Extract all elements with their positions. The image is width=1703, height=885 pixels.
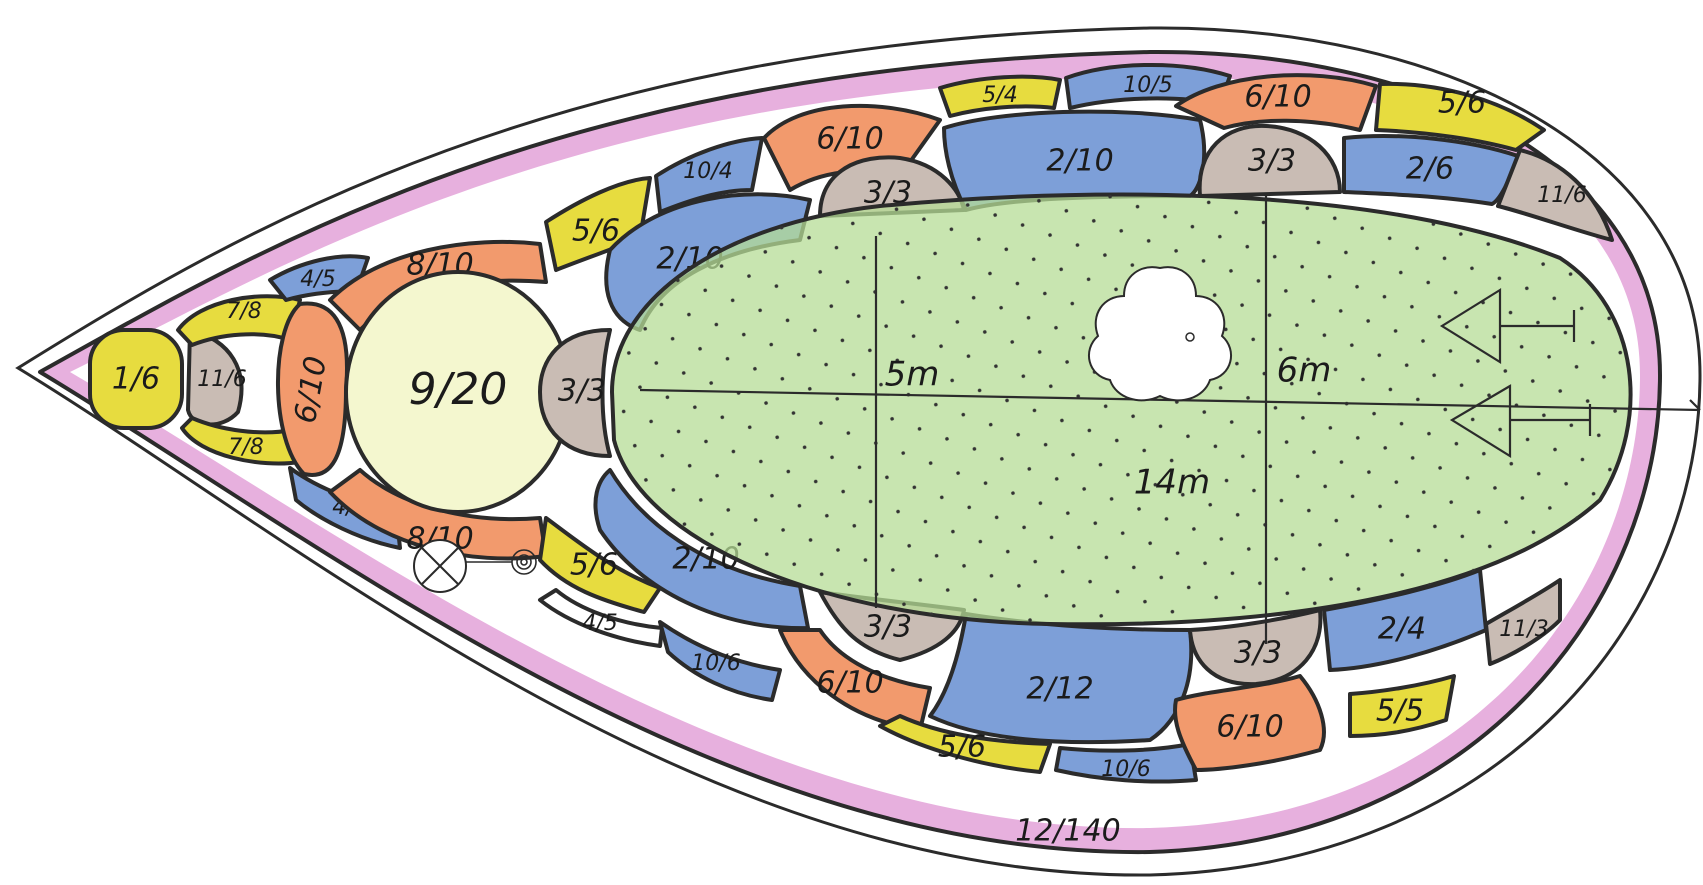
bed-label: 6/10	[816, 666, 883, 701]
perennial-beds: 1/6 11/6 7/8 7/8 4/5 4/5 6/10 8/10 8/10 …	[88, 63, 1614, 784]
bed-6-10-upper-right	[1174, 73, 1378, 132]
bed-label: 4/5	[582, 611, 617, 636]
bed-label: 3/3	[1248, 144, 1296, 179]
bed-label: 2/4	[1378, 612, 1426, 647]
bed-6-10-left	[276, 301, 349, 477]
bed-5-6-upper-right	[1374, 81, 1546, 152]
bed-4-5-white	[538, 588, 664, 648]
bed-label: 7/8	[228, 435, 263, 460]
bed-label: 11/3	[1499, 617, 1548, 642]
bed-label: 6/10	[1244, 80, 1311, 115]
bed-label: 11/6	[197, 367, 246, 392]
bed-label: 10/5	[1123, 73, 1172, 98]
bed-label: 5/5	[1376, 694, 1424, 729]
bed-5-6-upper	[544, 176, 652, 272]
shrub-symbol-icon	[466, 549, 537, 575]
bed-label: 3/3	[558, 374, 606, 409]
bed-label: 11/6	[1537, 183, 1586, 208]
bed-11-3	[1484, 578, 1562, 666]
bed-5-4	[938, 74, 1062, 118]
bed-label: 10/6	[1101, 757, 1150, 782]
bed-5-6-lower	[538, 516, 662, 614]
bed-3-3-left	[538, 328, 612, 458]
bed-label: 5/6	[938, 730, 986, 765]
bed-label: 10/4	[683, 159, 732, 184]
width-left-label: 5m	[885, 355, 940, 395]
bed-label: 5/6	[570, 548, 618, 583]
bed-5-6-lower-middle	[878, 714, 1052, 774]
bed-label: 2/10	[1046, 144, 1113, 179]
bed-5-5	[1348, 674, 1456, 738]
bed-label: 5/6	[572, 214, 620, 249]
bed-label: 3/3	[1234, 636, 1282, 671]
border-bed-label: 12/140	[1015, 814, 1121, 849]
bed-label: 6/10	[1216, 710, 1283, 745]
lawn-dot-texture	[612, 194, 1631, 625]
bed-2-10-left-lower	[593, 468, 810, 631]
bed-label: 5/6	[1438, 86, 1486, 121]
bed-2-12	[928, 612, 1194, 745]
bed-label: 6/10	[816, 122, 883, 157]
bed-10-6-lower-left	[658, 620, 782, 702]
bed-10-4	[654, 136, 764, 214]
bed-3-3-upper-right	[1197, 123, 1342, 198]
bed-label: 5/4	[982, 83, 1017, 108]
length-arrow	[1689, 399, 1701, 411]
bed-label: 4/5	[300, 267, 335, 292]
direction-arrows-icon	[1439, 288, 1592, 458]
bed-label: 9/20	[409, 364, 508, 415]
bed-label: 10/6	[691, 651, 740, 676]
tree-symbol-icon	[413, 539, 467, 593]
bed-11-6-right	[1496, 148, 1614, 242]
bed-6-10-lower-right	[1173, 674, 1326, 772]
quatrefoil-fountain-icon	[1088, 266, 1232, 402]
length-label: 14m	[1134, 463, 1210, 503]
bed-label: 2/12	[1026, 672, 1093, 707]
bed-1-6	[88, 328, 184, 430]
bed-label: 1/6	[112, 362, 160, 397]
width-right-label: 6m	[1277, 351, 1332, 391]
bed-label: 2/6	[1406, 152, 1454, 187]
bed-label: 7/8	[226, 299, 261, 324]
bed-label: 3/3	[864, 610, 912, 645]
bed-3-3-lower-right	[1188, 608, 1323, 687]
